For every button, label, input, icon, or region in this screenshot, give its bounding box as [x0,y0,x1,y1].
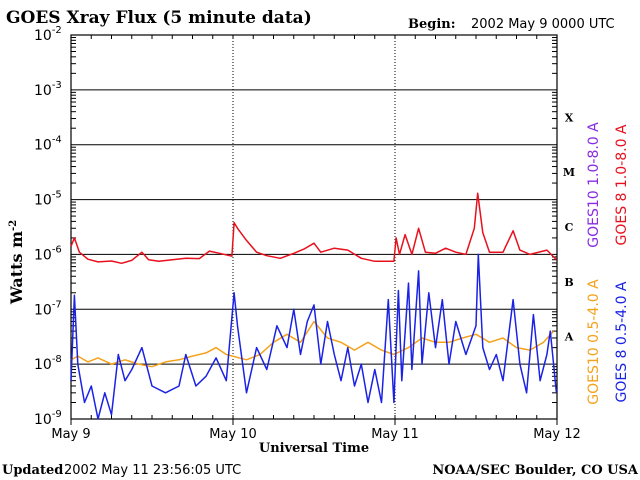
x-tick-label: May 11 [371,427,419,442]
flare-class-label: C [565,221,574,234]
x-axis: May 9 May 10 May 11 May 12 [51,35,581,442]
y-tick-label: 10-5 [34,190,62,209]
series-line-1 [70,192,557,265]
y-tick-label: 10-6 [34,244,62,263]
series-line-2 [70,320,555,368]
y-tick-label: 10-7 [34,299,62,318]
y-tick-label: 10-9 [34,409,62,428]
y-tick-label: 10-2 [34,25,62,44]
begin-value: 2002 May 9 0000 UTC [471,17,615,32]
plot-frame [70,34,558,420]
plot-area [70,34,558,420]
legend-entry-3: GOES 8 0.5-4.0 A [614,281,630,402]
flare-class-label: X [565,111,574,124]
chart-title: GOES Xray Flux (5 minute data) [6,8,312,28]
legend-entry-2: GOES10 0.5-4.0 A [586,279,602,405]
flare-class-label: B [564,276,573,289]
updated-label: Updated [2,463,63,478]
series-line-3 [70,253,558,420]
series-layer [70,192,558,420]
x-tick-label: May 10 [209,427,257,442]
y-axis: 10-2 10-3 10-4 10-5 10-6 10-7 10-8 10-9 [34,25,557,428]
grid-lines [71,34,557,420]
y-tick-label: 10-3 [34,80,62,99]
flare-class-label: M [563,166,575,179]
begin-label: Begin: [408,17,456,32]
legend-entry-1: GOES 8 1.0-8.0 A [614,124,630,245]
x-axis-title: Universal Time [259,441,369,456]
legend-entry-0: GOES10 1.0-8.0 A [586,122,602,248]
legend: GOES10 1.0-8.0 A GOES 8 1.0-8.0 A GOES10 0… [586,122,630,405]
flare-class-label: A [564,331,574,344]
updated-value: 2002 May 11 23:56:05 UTC [64,463,241,478]
x-tick-label: May 12 [533,427,581,442]
y-tick-label: 10-8 [34,354,62,373]
credit: NOAA/SEC Boulder, CO USA [432,463,639,478]
y-axis-title: Watts m-2 [7,220,26,305]
x-tick-label: May 9 [51,427,90,442]
y-tick-label: 10-4 [34,135,62,154]
flare-class-labels: X M C B A [563,111,575,343]
